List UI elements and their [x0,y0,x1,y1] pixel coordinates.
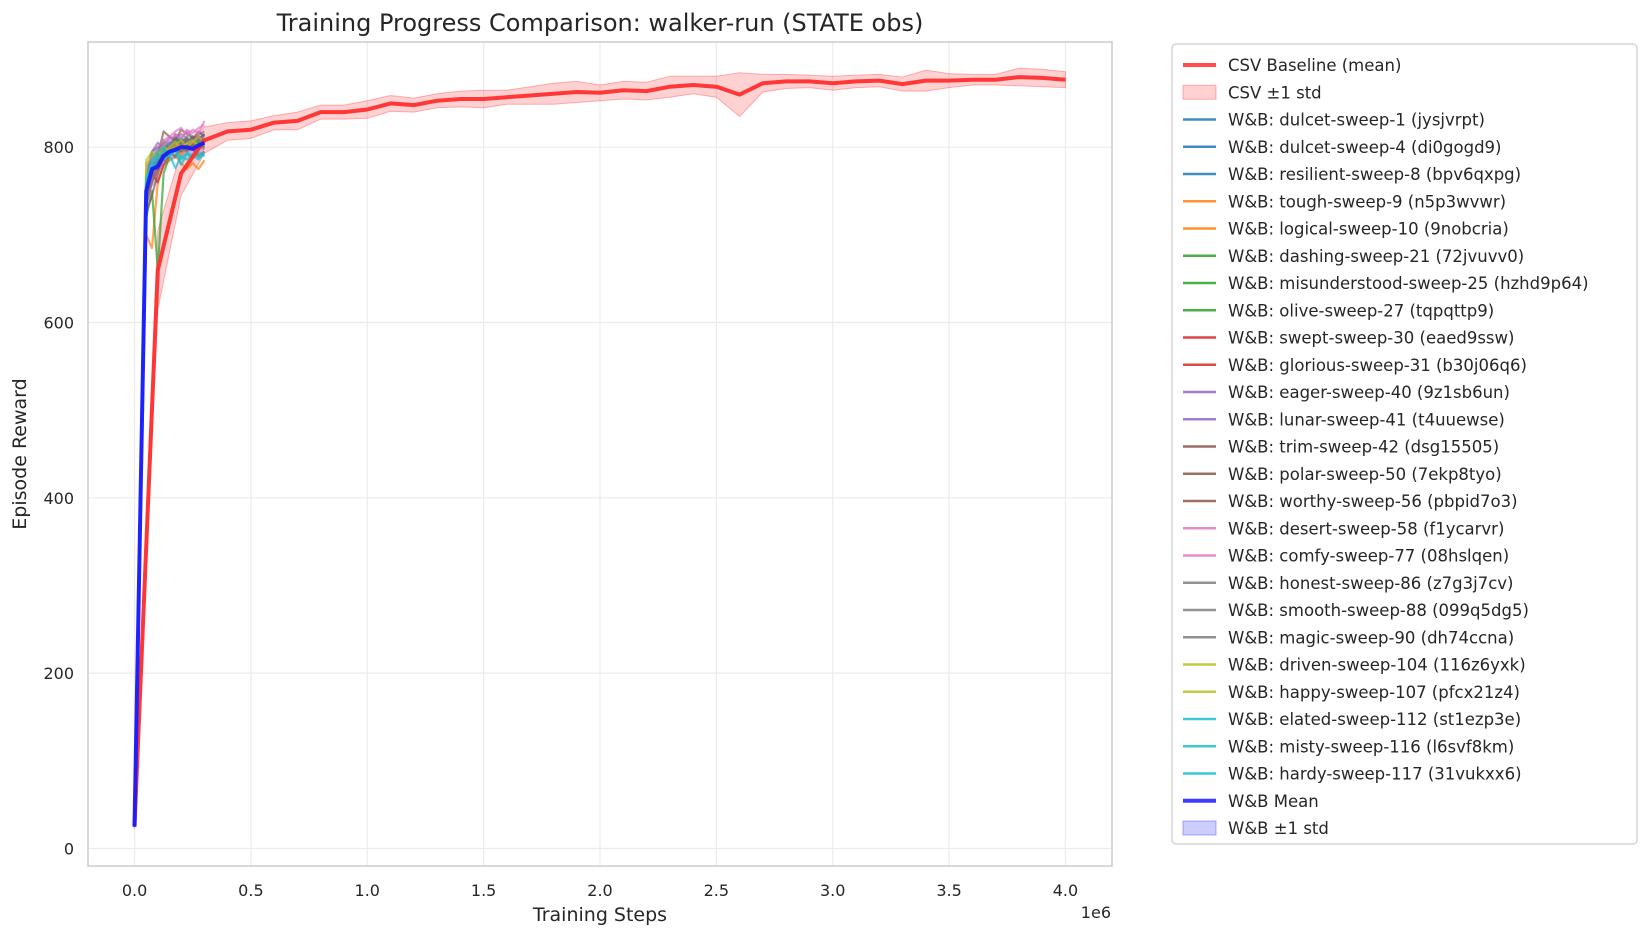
legend-label: W&B: resilient-sweep-8 (bpv6qxpg) [1228,165,1521,184]
mean-lines [132,75,1066,827]
legend-item: W&B: polar-sweep-50 (7ekp8tyo) [1183,465,1502,484]
legend-item: W&B: lunar-sweep-41 (t4uuewse) [1183,410,1505,429]
x-ticks: 0.0 0.5 1.0 1.5 2.0 2.5 3.0 3.5 4.0 [122,881,1078,900]
legend-items: CSV Baseline (mean) CSV ±1 std W&B: dulcet… [1182,56,1589,838]
legend-label: W&B: happy-sweep-107 (pfcx21z4) [1228,683,1520,702]
x-tick-label: 3.5 [936,881,961,900]
legend-label: W&B: swept-sweep-30 (eaed9ssw) [1228,329,1514,348]
legend-item: W&B ±1 std [1182,819,1329,838]
legend-item: W&B: tough-sweep-9 (n5p3wvwr) [1183,192,1506,211]
legend-item: W&B: olive-sweep-27 (tqpqttp9) [1183,301,1494,320]
y-tick-label: 400 [43,489,74,508]
x-tick-label: 3.0 [820,881,845,900]
legend-label: W&B: misty-sweep-116 (l6svf8km) [1228,737,1514,756]
legend-item: W&B: worthy-sweep-56 (pbpid7o3) [1183,492,1518,511]
y-axis-title: Episode Reward [9,378,31,529]
legend-item: W&B: swept-sweep-30 (eaed9ssw) [1183,329,1514,348]
legend-item: W&B: dulcet-sweep-1 (jysjvrpt) [1183,111,1485,130]
x-tick-label: 0.0 [122,881,147,900]
std-bands [134,67,1066,830]
legend-label: W&B: magic-sweep-90 (dh74ccna) [1228,628,1514,647]
legend-label: W&B: glorious-sweep-31 (b30j06q6) [1228,356,1527,375]
grid [88,42,1112,866]
legend-label: W&B: dulcet-sweep-4 (di0gogd9) [1228,138,1501,157]
legend-label: W&B: tough-sweep-9 (n5p3wvwr) [1228,192,1506,211]
legend-item: W&B: magic-sweep-90 (dh74ccna) [1183,628,1514,647]
legend-item: W&B: happy-sweep-107 (pfcx21z4) [1183,683,1520,702]
csv-baseline-line [132,75,1066,827]
y-ticks: 0 200 400 600 800 [43,138,74,858]
x-tick-label: 1.5 [471,881,496,900]
legend-item: W&B Mean [1183,792,1319,811]
x-offset-label: 1e6 [1081,903,1111,922]
legend-label: W&B: eager-sweep-40 (9z1sb6un) [1228,383,1510,402]
legend-label: W&B: misunderstood-sweep-25 (hzhd9p64) [1228,274,1589,293]
legend-item: W&B: hardy-sweep-117 (31vukxx6) [1183,765,1522,784]
legend-item: W&B: dulcet-sweep-4 (di0gogd9) [1183,138,1501,157]
legend-label: W&B: driven-sweep-104 (116z6yxk) [1228,656,1526,675]
legend-item: W&B: smooth-sweep-88 (099q5dg5) [1183,601,1529,620]
x-tick-label: 4.0 [1053,881,1078,900]
wb-series-line [133,154,206,827]
legend-item: W&B: eager-sweep-40 (9z1sb6un) [1183,383,1510,402]
legend-item: W&B: dashing-sweep-21 (72jvuvv0) [1183,247,1524,266]
legend-item: W&B: misty-sweep-116 (l6svf8km) [1183,737,1514,756]
legend-label: W&B: hardy-sweep-117 (31vukxx6) [1228,765,1522,784]
plot-area: 0.0 0.5 1.0 1.5 2.0 2.5 3.0 3.5 4.0 0 200 400 600 80… [43,41,1113,900]
legend-label: W&B: trim-sweep-42 (dsg15505) [1228,438,1499,457]
legend-label: W&B: logical-sweep-10 (9nobcria) [1228,220,1509,239]
legend-item: W&B: honest-sweep-86 (z7g3j7cv) [1183,574,1513,593]
legend-label: W&B: dashing-sweep-21 (72jvuvv0) [1228,247,1524,266]
legend-label: W&B: polar-sweep-50 (7ekp8tyo) [1228,465,1502,484]
legend-label: CSV Baseline (mean) [1228,56,1401,75]
legend-label: W&B ±1 std [1228,819,1329,838]
legend-frame [1171,43,1638,845]
legend-item: W&B: trim-sweep-42 (dsg15505) [1183,438,1499,457]
legend: CSV Baseline (mean) CSV ±1 std W&B: dulcet… [1171,43,1638,845]
y-tick-label: 0 [64,839,74,858]
y-tick-label: 200 [43,664,74,683]
legend-item: CSV Baseline (mean) [1183,56,1401,75]
legend-label: W&B: desert-sweep-58 (f1ycarvr) [1228,519,1504,538]
y-tick-label: 800 [43,138,74,157]
x-axis-title: Training Steps [532,904,667,926]
legend-item: W&B: glorious-sweep-31 (b30j06q6) [1183,356,1527,375]
legend-item: W&B: elated-sweep-112 (st1ezp3e) [1183,710,1521,729]
legend-item: W&B: misunderstood-sweep-25 (hzhd9p64) [1183,274,1589,293]
plot-frame [87,41,1113,867]
csv-std-band [134,67,1066,830]
legend-label: W&B: dulcet-sweep-1 (jysjvrpt) [1228,111,1485,130]
legend-item: W&B: logical-sweep-10 (9nobcria) [1183,220,1509,239]
legend-label: W&B: elated-sweep-112 (st1ezp3e) [1228,710,1521,729]
legend-swatch [1182,84,1217,100]
legend-label: W&B: lunar-sweep-41 (t4uuewse) [1228,410,1505,429]
legend-item: W&B: resilient-sweep-8 (bpv6qxpg) [1183,165,1521,184]
legend-item: W&B: driven-sweep-104 (116z6yxk) [1183,656,1526,675]
wb-series-line [133,135,206,827]
legend-label: W&B: worthy-sweep-56 (pbpid7o3) [1228,492,1518,511]
legend-item: CSV ±1 std [1182,83,1322,102]
y-tick-label: 600 [43,314,74,333]
legend-item: W&B: comfy-sweep-77 (08hslqen) [1183,547,1509,566]
legend-label: W&B: olive-sweep-27 (tqpqttp9) [1228,301,1494,320]
x-tick-label: 0.5 [238,881,263,900]
legend-label: CSV ±1 std [1228,83,1322,102]
legend-label: W&B: comfy-sweep-77 (08hslqen) [1228,547,1509,566]
x-tick-label: 2.5 [704,881,729,900]
x-tick-label: 1.0 [355,881,380,900]
wb-mean-line [132,140,206,827]
legend-swatch [1182,820,1217,836]
legend-label: W&B: smooth-sweep-88 (099q5dg5) [1228,601,1529,620]
x-tick-label: 2.0 [587,881,612,900]
legend-label: W&B: honest-sweep-86 (z7g3j7cv) [1228,574,1513,593]
legend-label: W&B Mean [1228,792,1319,811]
chart-title: Training Progress Comparison: walker-run… [276,9,924,37]
legend-item: W&B: desert-sweep-58 (f1ycarvr) [1183,519,1504,538]
